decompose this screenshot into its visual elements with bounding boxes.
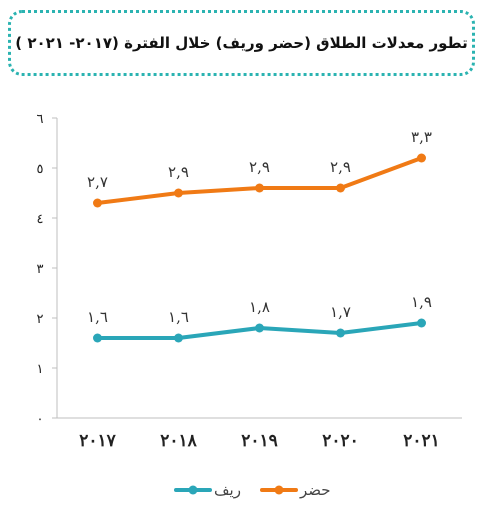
y-tick-label: ٤ [37, 212, 44, 227]
x-tick-label: ٢٠١٧ [79, 431, 116, 451]
series-layer: ٢,٧ ٢,٩ ٢,٩ ٢,٩ ٣,٣ ١,٦ ١,٦ ١,٨ ١,٧ ١,٩ [87, 128, 432, 343]
y-tick-label: ٢ [37, 312, 44, 327]
x-tick-label: ٢٠١٨ [160, 431, 197, 451]
y-tick-label: ٦ [37, 112, 44, 127]
data-point [174, 188, 183, 198]
legend-item-1: حضر [260, 481, 331, 499]
legend: حضر ريف [174, 481, 331, 499]
data-point [417, 153, 426, 163]
y-tick-label: ٠ [37, 412, 44, 427]
x-tick-label: ٢٠٢١ [403, 431, 440, 451]
chart-title: تطور معدلات الطلاق (حضر وريف) خلال الفتر… [15, 34, 468, 52]
y-tick-label: ٥ [37, 162, 44, 177]
data-point [93, 333, 102, 343]
y-tick-label: ٣ [37, 262, 44, 277]
data-label: ١,٧ [330, 303, 351, 321]
legend-swatch-marker [188, 485, 198, 495]
data-point [174, 333, 183, 343]
data-label: ٢,٧ [87, 173, 108, 191]
data-label: ٢,٩ [330, 158, 351, 176]
data-label: ١,٩ [411, 293, 432, 311]
data-label: ١,٦ [87, 308, 108, 326]
series-2: ١,٦ ١,٦ ١,٨ ١,٧ ١,٩ [87, 293, 432, 343]
series-1: ٢,٧ ٢,٩ ٢,٩ ٢,٩ ٣,٣ [87, 128, 432, 208]
legend-label: ريف [214, 481, 241, 499]
data-label: ١,٨ [249, 298, 270, 316]
data-label: ٢,٩ [249, 158, 270, 176]
data-label: ١,٦ [168, 308, 189, 326]
data-label: ٢,٩ [168, 163, 189, 181]
legend-label: حضر [299, 481, 331, 499]
chart-title-box: تطور معدلات الطلاق (حضر وريف) خلال الفتر… [8, 10, 475, 76]
x-tick-label: ٢٠٢٠ [322, 431, 359, 451]
x-axis: ٢٠١٧ ٢٠١٨ ٢٠١٩ ٢٠٢٠ ٢٠٢١ [57, 417, 462, 451]
data-point [93, 198, 102, 208]
data-point [255, 323, 264, 333]
legend-swatch-marker [274, 485, 284, 495]
data-point [255, 183, 264, 193]
data-point [417, 318, 426, 328]
data-point [336, 183, 345, 193]
y-axis: ٠ ١ ٢ ٣ ٤ ٥ ٦ [37, 112, 58, 427]
legend-item-2: ريف [174, 481, 241, 499]
data-label: ٣,٣ [411, 128, 432, 146]
y-tick-label: ١ [37, 362, 44, 377]
x-tick-label: ٢٠١٩ [241, 431, 278, 451]
data-point [336, 328, 345, 338]
